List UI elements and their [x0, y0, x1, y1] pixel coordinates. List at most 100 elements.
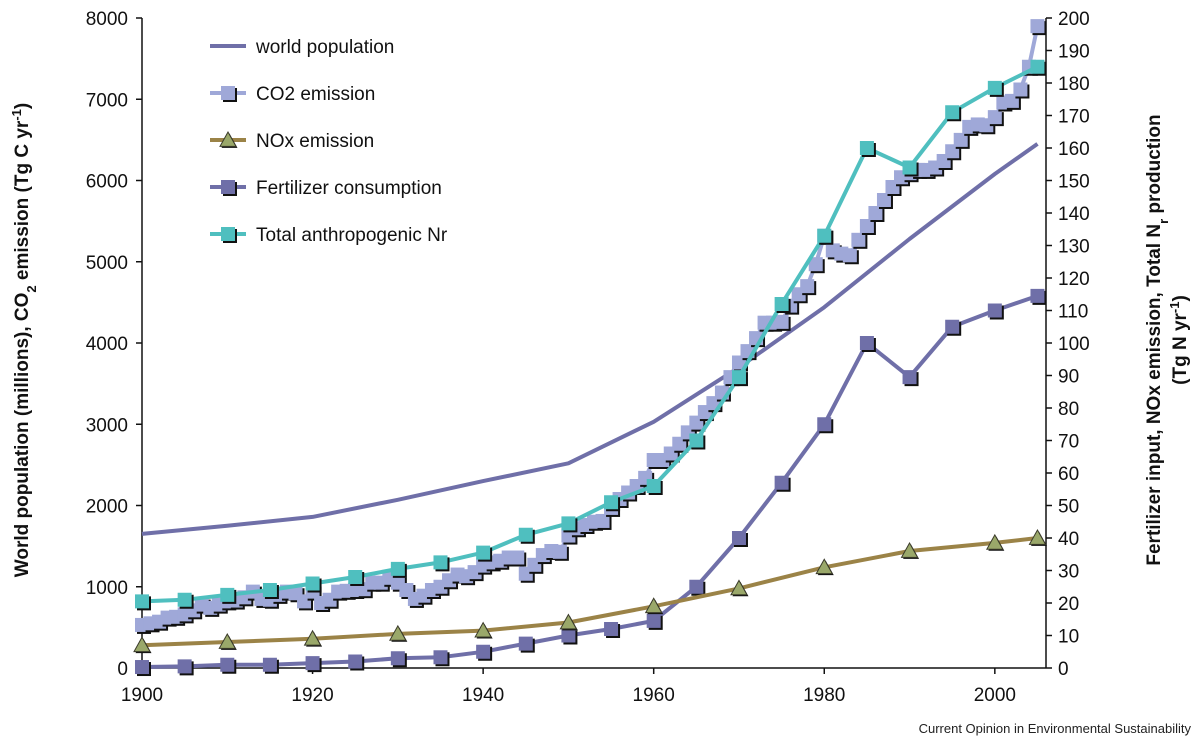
- series-layer: [133, 19, 1047, 677]
- point-total-anthropogenic-nr: [689, 433, 704, 448]
- point-fertilizer-consumption: [731, 531, 746, 545]
- point-total-anthropogenic-nr: [774, 297, 789, 311]
- legend-item-total-anthropogenic-nr: Total anthropogenic Nr: [210, 225, 448, 246]
- right-y-tick-label: 40: [1058, 529, 1079, 550]
- point-co2-emission: [689, 415, 704, 430]
- right-y-ticks: 0 10 20 30 40 50 60 70 80 90 100 110 120 130 140 150 160…: [1046, 9, 1090, 680]
- point-co2-emission: [552, 544, 567, 559]
- point-fertilizer-consumption: [177, 659, 192, 674]
- point-total-anthropogenic-nr: [390, 561, 405, 576]
- point-nox-emission: [133, 636, 151, 653]
- point-co2-emission: [868, 206, 883, 220]
- left-y-ticks: 0 1000 2000 3000 4000 5000 6000 7000 8000: [86, 9, 142, 680]
- x-ticks: 1900 1920 1940 1960 1980 2000: [121, 668, 1016, 706]
- point-total-anthropogenic-nr: [348, 570, 363, 584]
- point-total-anthropogenic-nr: [135, 594, 149, 609]
- x-tick-label: 2000: [974, 685, 1016, 706]
- point-nox-emission: [900, 541, 919, 558]
- point-total-anthropogenic-nr: [859, 141, 874, 155]
- point-co2-emission: [672, 436, 687, 451]
- point-co2-emission: [842, 248, 857, 263]
- point-nox-emission: [303, 629, 322, 646]
- left-y-tick-label: 7000: [86, 90, 128, 111]
- point-co2-emission: [859, 219, 874, 233]
- point-total-anthropogenic-nr: [518, 527, 533, 542]
- series-line-fertilizer-consumption: [141, 294, 1039, 669]
- point-nox-emission: [730, 579, 748, 596]
- x-tick-label: 1900: [121, 685, 163, 706]
- point-fertilizer-consumption: [646, 613, 661, 628]
- series-line-total-anthropogenic-nr: [141, 65, 1039, 604]
- point-total-anthropogenic-nr: [561, 516, 576, 531]
- right-y-tick-label: 150: [1058, 172, 1090, 193]
- point-co2-emission: [731, 355, 746, 370]
- point-total-anthropogenic-nr: [945, 105, 960, 120]
- right-y-tick-label: 60: [1058, 464, 1079, 485]
- right-y-tick-label: 30: [1058, 562, 1079, 583]
- legend-swatch-marker: [219, 130, 237, 147]
- right-y-tick-label: 50: [1058, 497, 1079, 518]
- right-y-tick-label: 170: [1058, 107, 1090, 128]
- series-line-world-population: [141, 142, 1039, 536]
- point-fertilizer-consumption: [774, 475, 789, 490]
- right-y-tick-label: 110: [1058, 302, 1088, 323]
- series-total-anthropogenic-nr: [135, 59, 1047, 611]
- point-total-anthropogenic-nr: [987, 80, 1002, 95]
- point-fertilizer-consumption: [987, 303, 1002, 318]
- right-y-tick-label: 160: [1058, 139, 1090, 160]
- x-tick-label: 1920: [291, 685, 333, 706]
- left-y-tick-label: 1000: [86, 578, 128, 599]
- x-tick-label: 1980: [803, 685, 845, 706]
- right-y-tick-label: 130: [1058, 237, 1090, 258]
- point-total-anthropogenic-nr: [604, 495, 619, 510]
- point-fertilizer-consumption: [433, 650, 448, 665]
- point-co2-emission: [800, 279, 815, 294]
- left-y-tick-label: 0: [117, 659, 128, 680]
- point-fertilizer-consumption: [604, 622, 619, 636]
- right-y-tick-label: 200: [1058, 9, 1090, 30]
- point-co2-emission: [945, 144, 960, 159]
- point-total-anthropogenic-nr: [220, 587, 235, 602]
- point-fertilizer-consumption: [945, 319, 960, 334]
- point-fertilizer-consumption: [135, 660, 149, 675]
- point-nox-emission: [644, 597, 663, 614]
- point-fertilizer-consumption: [689, 579, 704, 594]
- legend-label: Total anthropogenic Nr: [256, 225, 448, 246]
- legend-item-co2-emission: CO2 emission: [210, 84, 375, 105]
- point-fertilizer-consumption: [476, 644, 491, 659]
- legend-swatch-marker: [221, 86, 235, 100]
- point-fertilizer-consumption: [220, 657, 235, 672]
- x-tick-label: 1940: [462, 685, 504, 706]
- point-co2-emission: [987, 110, 1002, 125]
- point-fertilizer-consumption: [305, 656, 320, 671]
- point-total-anthropogenic-nr: [817, 228, 832, 243]
- series-co2-emission: [135, 19, 1047, 634]
- point-co2-emission: [876, 193, 891, 207]
- point-total-anthropogenic-nr: [646, 479, 661, 493]
- point-nox-emission: [1028, 528, 1047, 545]
- point-co2-emission: [1004, 93, 1019, 108]
- x-tick-label: 1960: [633, 685, 675, 706]
- right-y-tick-label: 0: [1058, 659, 1069, 680]
- right-y-tick-label: 180: [1058, 74, 1090, 95]
- left-y-tick-label: 6000: [86, 172, 128, 193]
- right-y-tick-label: 80: [1058, 399, 1079, 420]
- legend-swatch-marker: [221, 180, 235, 194]
- left-y-tick-label: 4000: [86, 334, 128, 355]
- right-y-tick-label: 20: [1058, 594, 1079, 615]
- point-total-anthropogenic-nr: [731, 370, 746, 385]
- point-fertilizer-consumption: [902, 370, 917, 385]
- axes: [141, 18, 1047, 669]
- legend-item-nox-emission: NOx emission: [210, 130, 374, 152]
- right-y-tick-label: 90: [1058, 367, 1079, 388]
- point-co2-emission: [774, 314, 789, 329]
- right-y-tick-label: 70: [1058, 432, 1079, 453]
- point-total-anthropogenic-nr: [433, 555, 448, 570]
- left-y-axis-title: World population (millions), CO2 emissio…: [9, 103, 39, 577]
- right-y-axis-title-line2: (Tg N yr-1): [1167, 295, 1192, 385]
- point-co2-emission: [953, 132, 968, 147]
- left-y-tick-label: 8000: [86, 9, 128, 30]
- point-fertilizer-consumption: [817, 417, 832, 432]
- point-total-anthropogenic-nr: [177, 592, 192, 607]
